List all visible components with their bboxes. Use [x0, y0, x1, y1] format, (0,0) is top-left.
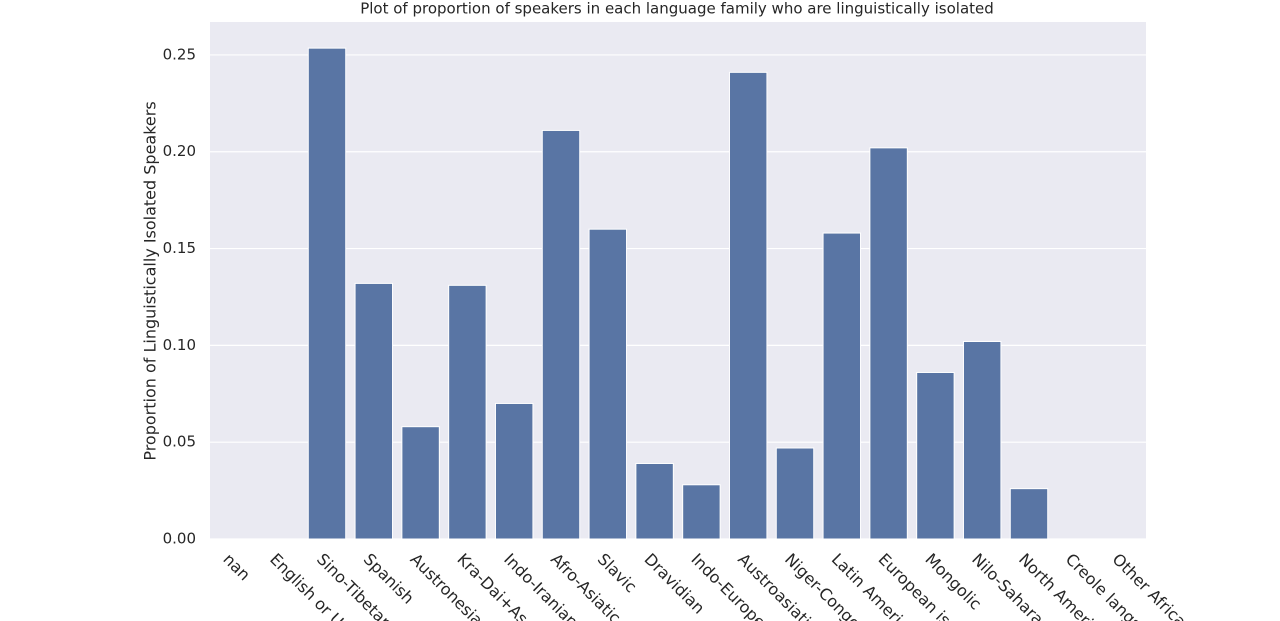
y-tick-label: 0.05 — [163, 433, 196, 451]
bar — [682, 484, 721, 540]
y-axis-label: Proportion of Linguistically Isolated Sp… — [141, 101, 160, 460]
bar — [307, 47, 347, 540]
y-tick-label: 0.15 — [163, 239, 196, 257]
bar — [869, 147, 908, 540]
bar — [448, 284, 487, 540]
y-tick-label: 0.25 — [163, 45, 196, 63]
bar — [541, 129, 581, 540]
bar — [775, 447, 815, 540]
bar — [588, 228, 628, 540]
bar — [1009, 488, 1049, 540]
bar — [962, 340, 1002, 540]
bar — [916, 371, 955, 540]
bar — [822, 232, 862, 540]
plot-area — [210, 22, 1146, 539]
chart-title: Plot of proportion of speakers in each l… — [360, 0, 994, 18]
y-tick-label: 0.10 — [163, 336, 196, 354]
bar — [635, 462, 674, 540]
y-tick-label: 0.20 — [163, 142, 196, 160]
x-tick-label: nan — [219, 550, 254, 585]
bar — [494, 402, 534, 540]
y-tick-label: 0.00 — [163, 530, 196, 548]
bar — [354, 282, 394, 540]
bar — [728, 71, 768, 540]
bar — [401, 426, 440, 540]
